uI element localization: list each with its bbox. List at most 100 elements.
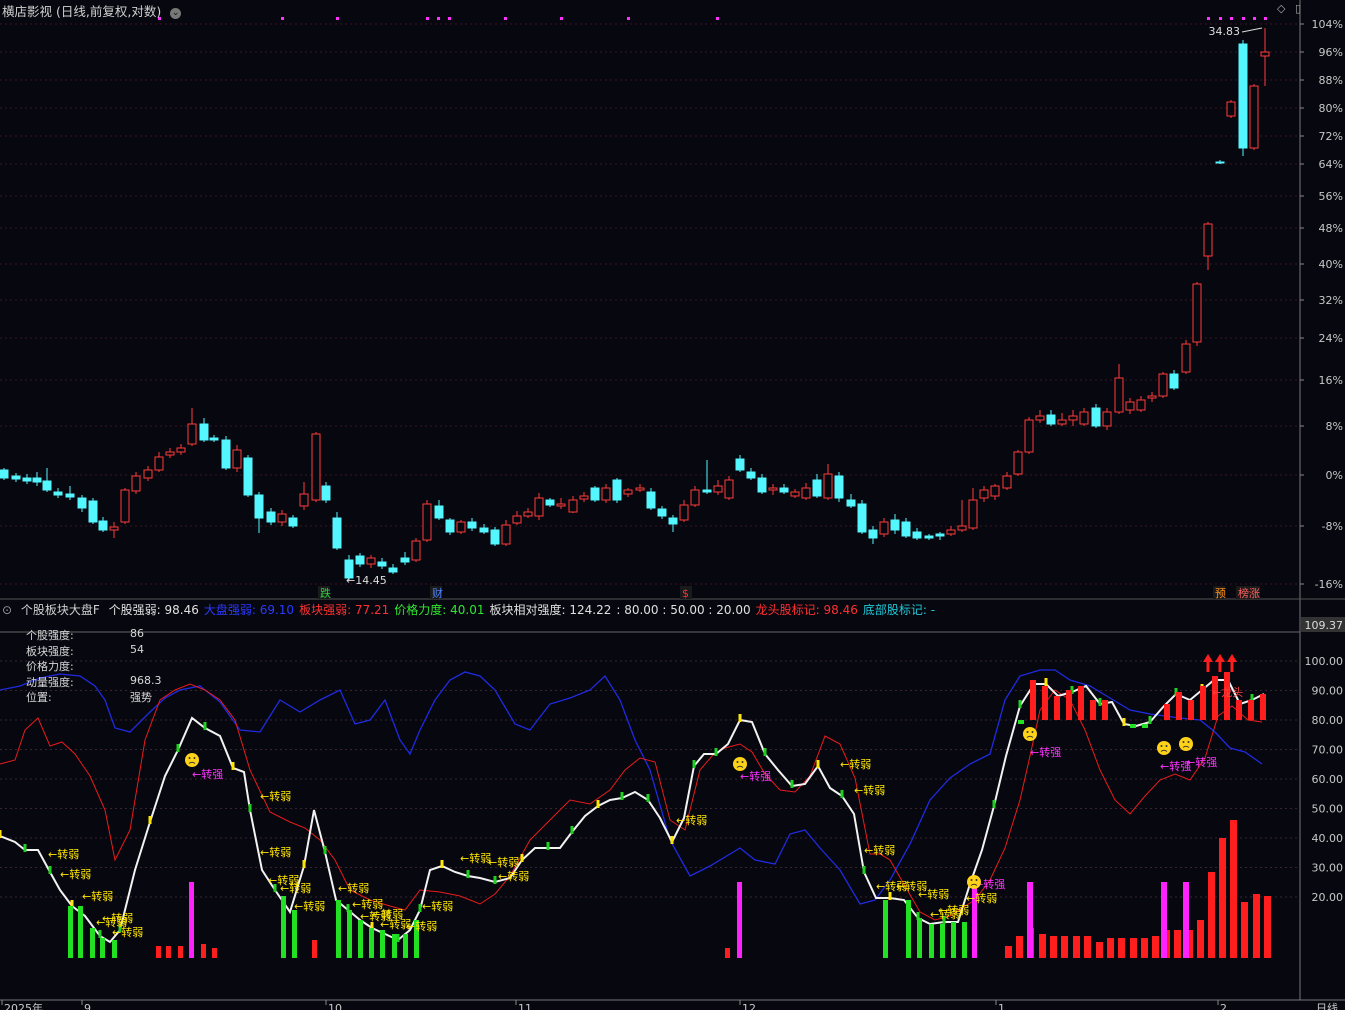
strength-block [1260,694,1266,720]
diamond-icon[interactable]: ◇ [1276,2,1286,15]
weak-signal-label: ←转弱 [840,757,871,771]
event-tag[interactable]: 预 [1213,586,1226,600]
frown-icon [967,875,981,889]
signal-dot [1242,17,1245,20]
strength-tick [1148,716,1152,724]
strength-tick [440,860,444,868]
weak-signal-label: ←转弱 [918,887,949,901]
y-tick-label: 72% [1319,130,1343,143]
chevron-down-icon[interactable]: ⌄ [170,8,182,19]
window-title: 横店影视 (日线,前复权,对数) ⌄ [2,1,182,20]
strength-tick [48,866,52,874]
indicator-bar [347,910,352,958]
strength-block [1188,700,1194,720]
candle [299,482,309,510]
candle [344,555,354,580]
weak-signal-label: ←转弱 [488,855,519,869]
indicator-bar [1219,838,1226,958]
indicator-bar [917,918,922,958]
candle [88,498,98,524]
x-tick-label: 12 [742,1002,756,1010]
strength-tick [23,844,27,852]
indicator-bar [380,930,385,958]
indicator-bar [1005,946,1012,958]
info-value: 86 [130,627,144,640]
candle [445,518,455,535]
indicator-bar [90,928,95,958]
candle [266,508,276,525]
strength-tick [231,762,235,770]
indicator-bar [1141,938,1148,958]
candle [98,517,108,532]
period-label[interactable]: 日线 [1316,1001,1338,1010]
ind-y-tick-label: 90.00 [1312,685,1344,698]
strength-tick [98,930,102,938]
weak-signal-label: ←转弱 [406,919,437,933]
frown-icon [733,757,747,771]
strength-tick [942,916,946,924]
weak-signal-label: ←转弱 [864,843,895,857]
candle [812,474,822,498]
readout: 底部股标记: - [862,603,936,617]
strength-block [1066,690,1072,720]
candle [735,455,745,472]
candle [724,476,734,500]
stock-name: 横店影视 [2,4,53,19]
window-icon[interactable]: ▯ [1294,2,1301,15]
indicator-name[interactable]: 个股板块大盘F [20,603,100,617]
candle [924,534,934,540]
strength-block [1200,686,1206,720]
indicator-bar [929,924,934,958]
y-tick-label: 16% [1319,374,1343,387]
candle [1002,472,1012,490]
info-label: 动量强度: [26,675,74,689]
candle [422,500,432,542]
candle [1125,398,1135,414]
indicator-bar [212,948,217,958]
weak-signal-label: ←转弱 [372,907,403,921]
indicator-bar [1016,936,1023,958]
svg-text:$: $ [682,587,689,600]
weak-signal-label: ←转弱 [260,845,291,859]
indicator-bar [68,906,73,958]
candle [388,564,398,574]
candle [601,484,611,503]
strength-block [1164,704,1170,720]
indicator-bar [1050,936,1057,958]
candle [501,520,511,546]
indicator-bar [336,900,341,958]
candle [868,526,878,544]
strength-tick [763,748,767,756]
strength-tick [118,924,122,932]
candle [523,508,533,518]
strength-tick [992,800,996,808]
candle [143,466,153,481]
candle [512,511,522,525]
event-tag[interactable]: 跌 [318,586,331,600]
indicator-bar [951,922,956,958]
event-tag[interactable]: 榜涨 [1236,586,1260,600]
strength-block [1030,680,1036,720]
weak-signal-label: ←转弱 [460,851,491,865]
weak-signal-label: ←转弱 [422,899,453,913]
strength-tick [916,912,920,920]
event-tag[interactable]: $ [680,586,692,600]
candle [668,515,678,532]
strength-block [1102,700,1108,720]
indicator-bar [1161,882,1167,958]
readout: 龙头股标记: 98.46 [755,603,858,617]
weak-signal-label: ←转弱 [352,897,383,911]
event-tag[interactable]: 财 [430,586,443,600]
collapse-icon[interactable]: ⊙ [2,603,13,617]
indicator-bar [156,946,161,958]
candle [879,518,889,537]
readout: 大盘强弱: 69.10 [203,603,295,617]
y-tick-label: 104% [1312,18,1343,31]
indicator-readouts: 个股强弱: 98.46 大盘强弱: 69.10 板块强弱: 77.21 价格力度: 4… [109,603,940,617]
y-tick-label: 8% [1326,420,1343,433]
indicator-bar [906,900,911,958]
strength-block [1078,686,1084,720]
readout: : 80.00 : 50.00 : 20.00 [616,603,751,617]
frown-icon [1023,727,1037,741]
